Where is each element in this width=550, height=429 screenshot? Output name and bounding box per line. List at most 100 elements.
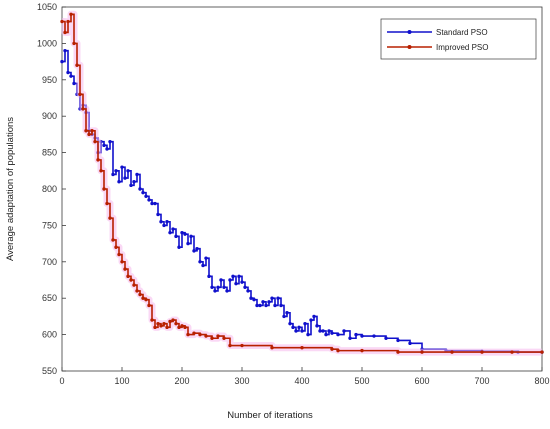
data-point-standard-pso [69,74,73,78]
data-point-improved-pso [135,289,139,293]
data-point-standard-pso [342,329,346,333]
data-point-standard-pso [171,227,175,231]
data-point-improved-pso [183,325,187,330]
data-point-improved-pso [150,318,154,322]
data-point-improved-pso [138,292,142,297]
data-point-standard-pso [306,332,310,337]
y-tick-label: 550 [42,366,57,376]
data-point-improved-pso [210,336,214,340]
data-point-standard-pso [288,321,292,326]
data-point-improved-pso [204,334,208,338]
data-point-standard-pso [270,296,274,300]
x-tick-label: 100 [114,376,129,386]
data-point-standard-pso [135,172,139,177]
data-point-improved-pso [540,350,544,354]
y-tick-label: 700 [42,257,57,267]
data-point-standard-pso [102,143,106,148]
data-point-standard-pso [291,325,295,330]
legend-box [380,18,537,60]
data-point-improved-pso [360,348,364,353]
data-point-improved-pso [480,350,484,354]
data-point-improved-pso [60,19,64,24]
data-point-standard-pso [303,321,307,326]
data-point-standard-pso [159,220,163,224]
legend-marker-standard-pso [407,30,412,34]
data-point-improved-pso [69,12,73,16]
data-point-improved-pso [114,245,118,249]
series-group [60,10,544,356]
data-point-improved-pso [162,321,166,326]
data-point-standard-pso [213,289,217,293]
data-point-improved-pso [192,331,196,335]
x-tick-label: 200 [174,376,189,386]
data-point-improved-pso [186,332,190,337]
data-point-improved-pso [111,238,115,242]
data-point-standard-pso [246,289,250,293]
data-point-standard-pso [336,332,340,337]
data-point-improved-pso [108,216,112,220]
data-point-standard-pso [312,314,316,319]
data-point-standard-pso [186,241,190,246]
data-point-standard-pso [138,187,142,191]
y-tick-label: 950 [42,75,57,85]
data-point-standard-pso [219,278,223,282]
data-point-improved-pso [84,129,88,133]
y-tick-label: 750 [42,220,57,230]
data-point-improved-pso [126,274,130,279]
data-point-standard-pso [216,285,220,289]
data-point-improved-pso [240,343,244,348]
data-point-improved-pso [90,129,94,133]
data-point-improved-pso [99,169,103,173]
data-point-standard-pso [63,48,67,53]
data-point-standard-pso [147,198,151,202]
data-point-standard-pso [204,256,208,260]
data-point-improved-pso [270,346,274,350]
y-tick-label: 600 [42,330,57,340]
data-point-standard-pso [360,334,364,338]
y-tick-label: 650 [42,293,57,303]
data-point-improved-pso [63,30,67,35]
data-point-improved-pso [75,63,79,67]
data-point-improved-pso [96,158,100,162]
data-point-standard-pso [198,260,202,264]
data-point-improved-pso [330,347,334,351]
data-point-improved-pso [117,252,121,257]
data-point-standard-pso [348,336,352,340]
data-point-standard-pso [315,324,319,328]
data-point-improved-pso [141,296,145,300]
data-point-improved-pso [216,334,220,338]
data-point-standard-pso [210,285,214,289]
data-point-improved-pso [66,19,70,24]
data-point-improved-pso [228,343,232,348]
data-point-standard-pso [282,314,286,319]
data-point-standard-pso [222,285,226,289]
data-point-standard-pso [150,201,154,206]
data-point-standard-pso [120,165,124,169]
legend: Standard PSO Improved PSO [380,18,537,60]
data-point-improved-pso [171,318,175,322]
y-tick-label: 1050 [37,2,57,12]
legend-marker-improved-pso [407,45,412,49]
data-point-standard-pso [111,172,115,177]
data-point-standard-pso [72,81,76,86]
x-tick-label: 700 [474,376,489,386]
data-point-improved-pso [129,278,133,282]
data-point-standard-pso [252,297,256,302]
data-point-improved-pso [180,324,184,328]
data-point-improved-pso [72,41,76,46]
data-point-improved-pso [300,346,304,350]
plot-area [61,6,543,372]
x-axis-title: Number of iterations [227,410,313,421]
data-point-standard-pso [105,147,109,151]
data-point-improved-pso [396,350,400,354]
data-point-standard-pso [153,201,157,206]
data-point-standard-pso [261,300,265,304]
data-point-standard-pso [117,180,121,184]
data-point-standard-pso [108,139,112,144]
data-point-improved-pso [198,332,202,337]
data-point-standard-pso [114,169,118,173]
data-point-standard-pso [162,223,166,228]
data-point-standard-pso [231,274,235,279]
legend-label-standard-pso: Standard PSO [436,28,488,37]
series-line-improved-pso [62,13,542,353]
